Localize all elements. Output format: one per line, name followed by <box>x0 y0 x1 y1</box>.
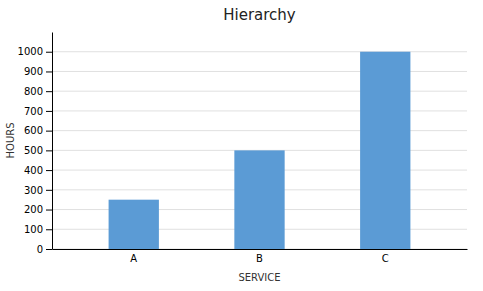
tick-label: C <box>382 253 389 264</box>
tick: 300 <box>24 185 52 196</box>
tick: 700 <box>24 106 52 117</box>
tick: C <box>382 249 389 264</box>
tick-mark <box>46 71 52 72</box>
tick-mark <box>46 52 52 53</box>
tick-label: 200 <box>24 204 43 215</box>
tick-mark <box>46 249 52 250</box>
tick-label: 300 <box>24 185 43 196</box>
tick-label: 500 <box>24 145 43 156</box>
bar <box>360 52 410 249</box>
grid <box>52 52 467 249</box>
tick-mark <box>46 229 52 230</box>
bar <box>234 150 284 249</box>
plot: 0 100 200 300 400 500 600 700 800 900 1000 A B C <box>18 33 468 265</box>
tick: 400 <box>24 165 52 176</box>
y-axis-label: HOURS <box>5 122 16 158</box>
tick-label: B <box>256 253 263 264</box>
tick-mark <box>46 131 52 132</box>
axis-line <box>52 33 53 250</box>
tick: A <box>130 249 137 264</box>
tick-label: 1000 <box>18 46 43 57</box>
chart: 0 100 200 300 400 500 600 700 800 900 1000 A B C Hiera… <box>0 0 483 291</box>
tick: 900 <box>24 66 52 77</box>
tick-label: 900 <box>24 66 43 77</box>
tick: B <box>256 249 263 264</box>
tick-label: 400 <box>24 165 43 176</box>
tick-label: 800 <box>24 86 43 97</box>
x-axis: A B C <box>53 249 468 264</box>
tick-mark <box>46 111 52 112</box>
tick-mark <box>46 170 52 171</box>
y-axis: 0 100 200 300 400 500 600 700 800 900 1000 <box>18 33 53 255</box>
tick: 500 <box>24 145 52 156</box>
bar <box>109 200 159 249</box>
tick: 100 <box>24 224 52 235</box>
tick: 800 <box>24 86 52 97</box>
tick-label: 0 <box>37 244 43 255</box>
tick-mark <box>46 91 52 92</box>
axis-line <box>53 249 468 250</box>
tick-label: 700 <box>24 106 43 117</box>
tick: 1000 <box>18 46 52 57</box>
tick-label: A <box>130 253 137 264</box>
tick-mark <box>46 210 52 211</box>
tick: 600 <box>24 125 52 136</box>
tick-mark <box>46 190 52 191</box>
tick: 0 <box>37 244 52 255</box>
bars <box>109 52 411 249</box>
tick-mark <box>46 150 52 151</box>
x-axis-label: SERVICE <box>238 272 280 283</box>
tick-label: 600 <box>24 125 43 136</box>
tick: 200 <box>24 204 52 215</box>
title: Hierarchy <box>223 6 296 24</box>
tick-label: 100 <box>24 224 43 235</box>
